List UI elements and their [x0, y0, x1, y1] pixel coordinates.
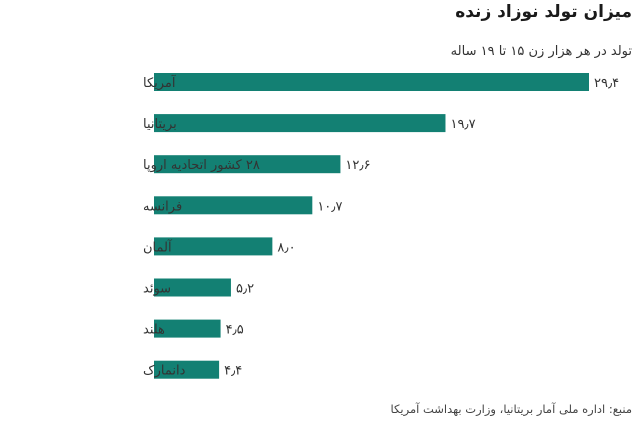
value-label: ۱۰٫۷ — [317, 199, 342, 214]
value-label: ۸٫۰ — [277, 240, 295, 255]
value-label: ۲۹٫۴ — [594, 76, 619, 91]
bar-1 — [154, 114, 446, 133]
bar-7 — [154, 360, 220, 379]
category-label: سوئد — [143, 282, 171, 297]
bar-6 — [154, 319, 221, 338]
value-label: ۱۹٫۷ — [450, 117, 475, 132]
chart-subtitle: تولد در هر هزار زن ۱۵ تا ۱۹ ساله — [450, 44, 632, 59]
value-label: ۱۲٫۶ — [345, 158, 370, 173]
category-label: ۲۸ کشور اتحادیه اروپا — [143, 158, 260, 173]
category-label: آمریکا — [143, 74, 177, 91]
category-label: هلند — [143, 323, 165, 338]
bar-0 — [154, 73, 589, 91]
category-label: فرانسه — [143, 199, 182, 214]
category-label: بریتانیا — [143, 117, 177, 132]
chart-title: میزان تولد نوزاد زنده — [455, 2, 632, 22]
category-label: آلمان — [143, 238, 173, 255]
bar-4 — [154, 237, 273, 256]
chart-source: منبع: اداره ملی آمار بریتانیا، وزارت بهد… — [390, 402, 632, 416]
bar-3 — [154, 196, 313, 215]
value-label: ۴٫۴ — [224, 364, 242, 379]
value-label: ۵٫۲ — [236, 282, 254, 297]
category-label: دانمارک — [143, 364, 186, 379]
bars-layer: آمریکا ۲۹٫۴ بریتانیا ۱۹٫۷ ۲۸ کشور اتحادیه ار… — [143, 73, 619, 379]
bar-5 — [154, 278, 231, 297]
bar-2 — [154, 155, 341, 174]
value-label: ۴٫۵ — [226, 323, 244, 338]
